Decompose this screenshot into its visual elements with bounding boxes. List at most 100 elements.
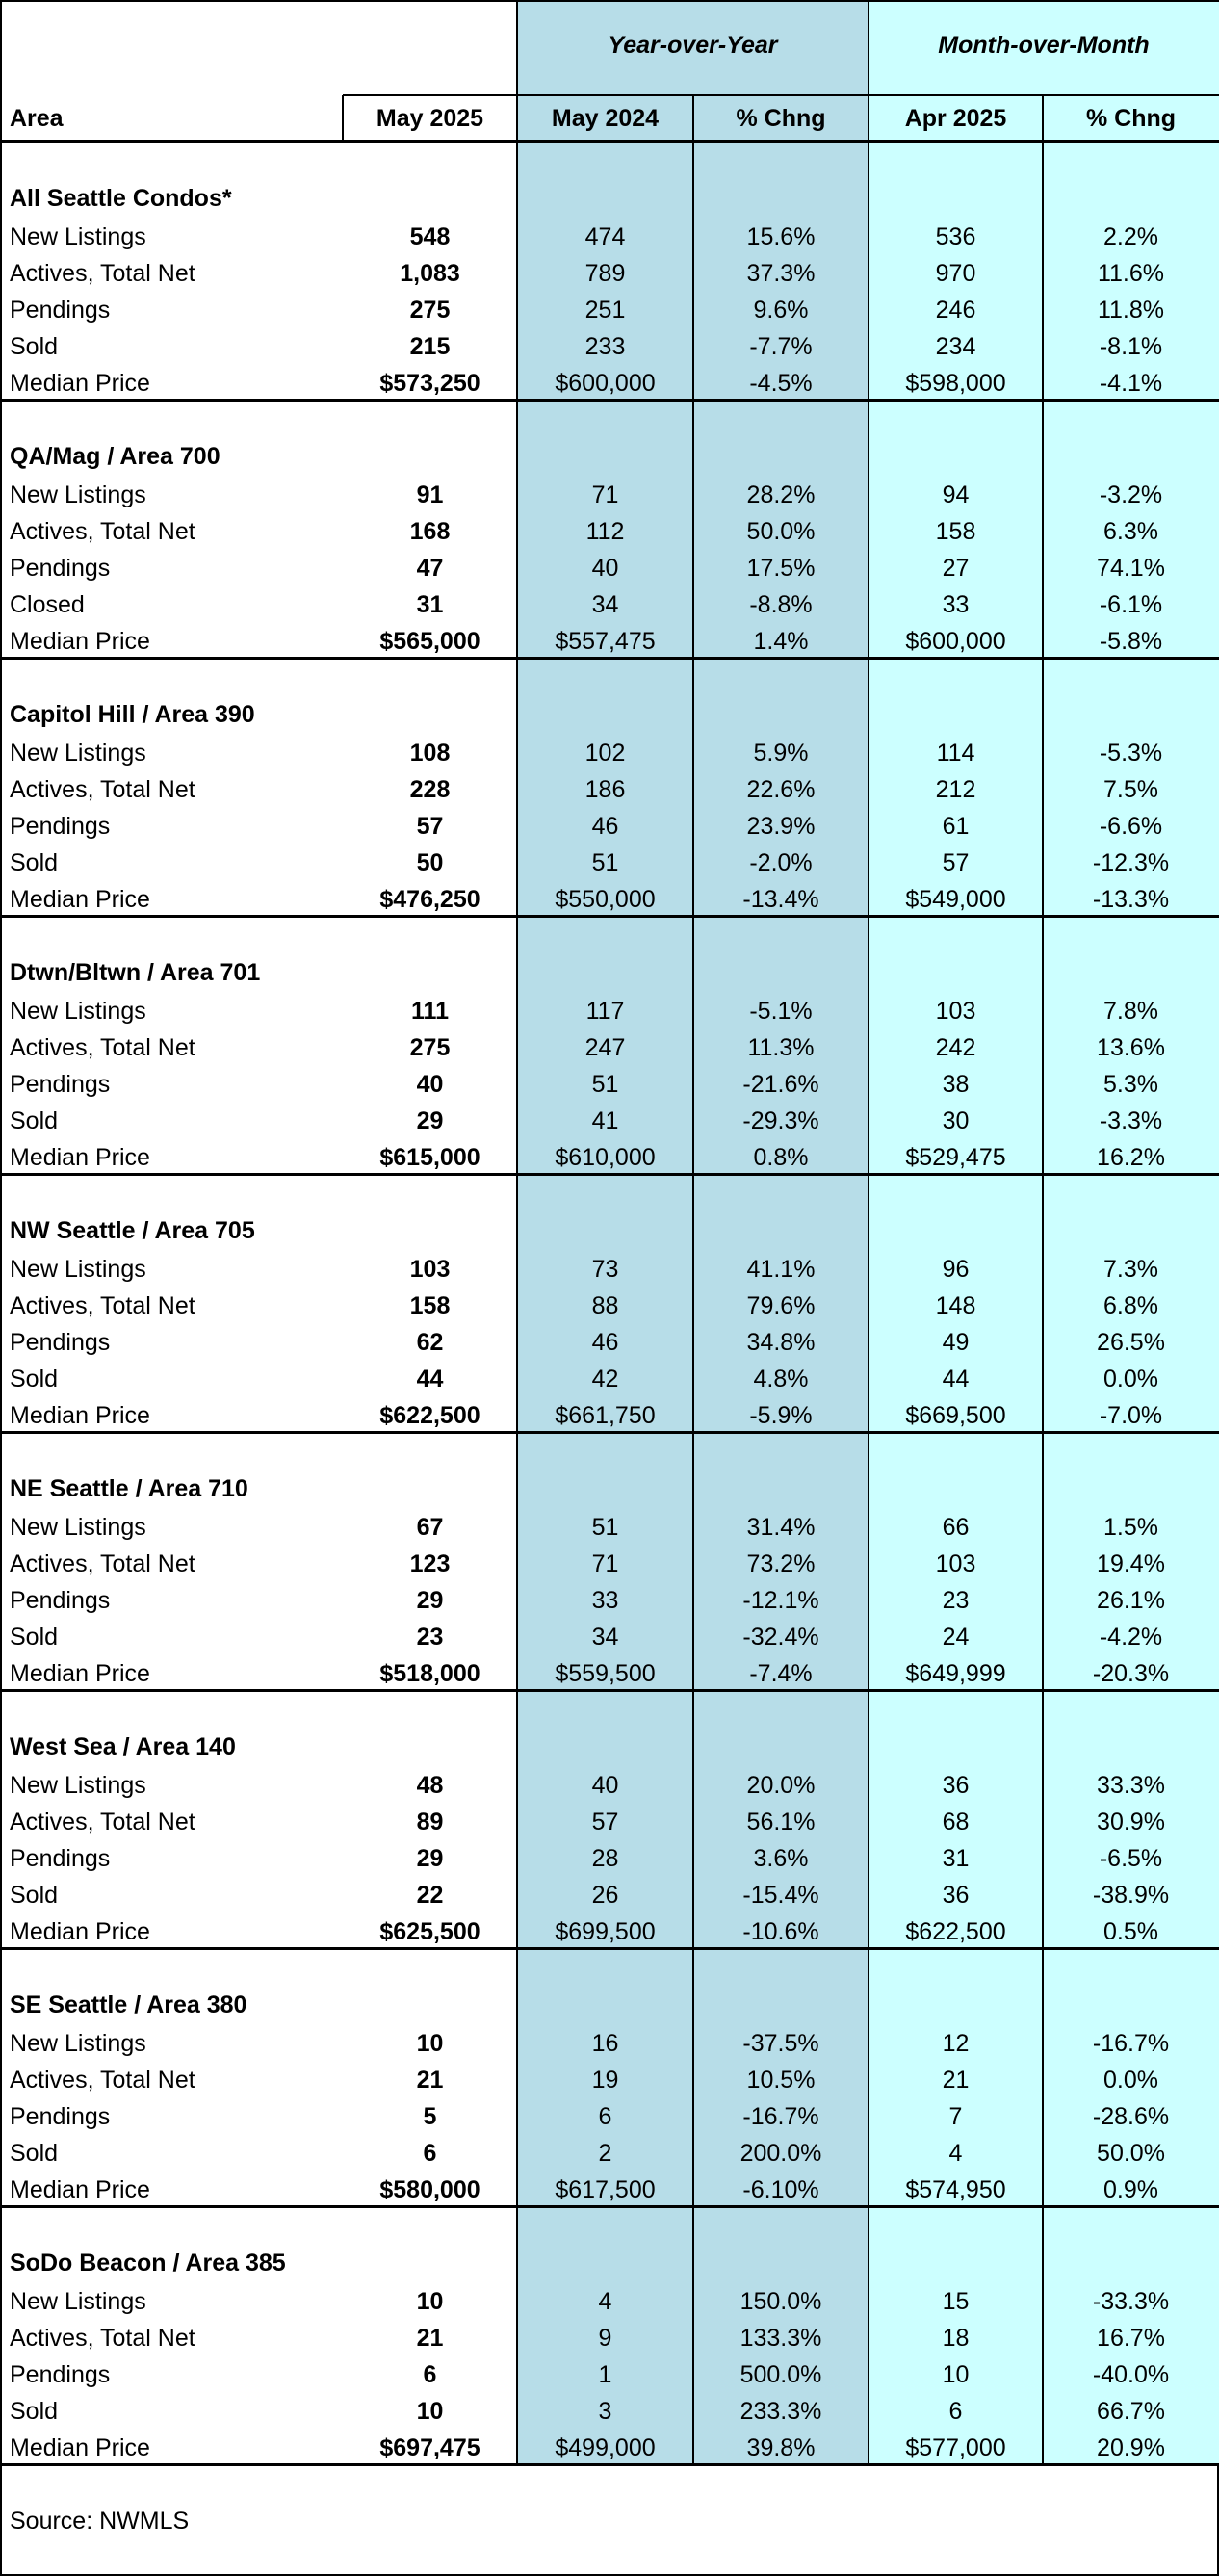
data-cell: 6.3% xyxy=(1103,518,1158,545)
column-header: Apr 2025 xyxy=(904,105,1007,132)
data-cell: 242 xyxy=(935,1034,976,1061)
data-cell: 789 xyxy=(584,260,626,287)
data-cell: 6 xyxy=(423,2140,437,2167)
data-cell: 31 xyxy=(416,591,444,618)
data-cell: 5 xyxy=(423,2103,437,2130)
data-cell: 30.9% xyxy=(1097,1808,1165,1835)
data-cell: 10 xyxy=(942,2361,970,2388)
row-label: Actives, Total Net xyxy=(10,2325,195,2352)
data-cell: 7.5% xyxy=(1103,776,1158,803)
data-cell: 3.6% xyxy=(753,1845,809,1872)
data-cell: 22.6% xyxy=(746,776,816,803)
data-cell: 50.0% xyxy=(746,518,816,545)
data-cell: 51 xyxy=(591,1514,619,1541)
data-cell: $574,950 xyxy=(905,2176,1006,2203)
row-label: Actives, Total Net xyxy=(10,2067,195,2094)
data-cell: 21 xyxy=(942,2067,970,2094)
data-cell: $649,999 xyxy=(905,1660,1006,1687)
data-cell: 50.0% xyxy=(1097,2140,1165,2167)
row-label: Pendings xyxy=(10,297,111,324)
data-cell: 31.4% xyxy=(746,1514,816,1541)
data-cell: 23 xyxy=(416,1624,444,1651)
data-cell: -37.5% xyxy=(742,2030,819,2057)
data-cell: $617,500 xyxy=(555,2176,656,2203)
row-label: Pendings xyxy=(10,2103,111,2130)
data-cell: 2.2% xyxy=(1103,223,1158,250)
data-cell: 49 xyxy=(942,1329,970,1356)
row-label: Sold xyxy=(10,2140,59,2167)
row-label: New Listings xyxy=(10,481,146,508)
data-cell: 73 xyxy=(591,1256,619,1283)
data-cell: 68 xyxy=(942,1808,970,1835)
group-header: Year-over-Year xyxy=(608,32,778,59)
data-cell: 46 xyxy=(591,813,619,840)
section-rule xyxy=(2,2205,1219,2208)
data-cell: -6.10% xyxy=(742,2176,819,2203)
data-cell: $518,000 xyxy=(379,1660,480,1687)
data-cell: 148 xyxy=(935,1292,976,1319)
data-cell: 548 xyxy=(409,223,451,250)
data-cell: -12.1% xyxy=(742,1587,819,1614)
data-cell: -16.7% xyxy=(742,2103,819,2130)
data-cell: $622,500 xyxy=(379,1402,480,1429)
source-note: Source: NWMLS xyxy=(10,2508,190,2535)
section-rule xyxy=(2,657,1219,660)
col-rule xyxy=(1042,95,1044,2464)
data-cell: 275 xyxy=(409,297,451,324)
data-cell: $557,475 xyxy=(555,628,656,655)
data-cell: -21.6% xyxy=(742,1071,819,1098)
data-cell: 29 xyxy=(416,1845,444,1872)
data-cell: 16.2% xyxy=(1097,1144,1165,1171)
data-cell: 7.3% xyxy=(1103,1256,1158,1283)
data-cell: 6 xyxy=(598,2103,612,2130)
row-label: Sold xyxy=(10,2398,59,2425)
data-cell: 111 xyxy=(411,998,449,1025)
row-rule xyxy=(343,94,1219,96)
data-cell: 13.6% xyxy=(1097,1034,1165,1061)
row-label: Median Price xyxy=(10,886,150,913)
data-cell: 158 xyxy=(409,1292,451,1319)
data-cell: 31 xyxy=(942,1845,970,1872)
data-cell: 57 xyxy=(591,1808,619,1835)
data-cell: 88 xyxy=(591,1292,619,1319)
row-label: Sold xyxy=(10,1366,59,1392)
data-cell: 39.8% xyxy=(746,2434,816,2461)
data-cell: 117 xyxy=(585,998,625,1025)
data-cell: 51 xyxy=(591,1071,619,1098)
data-cell: $661,750 xyxy=(555,1402,656,1429)
data-cell: -38.9% xyxy=(1092,1882,1170,1909)
data-cell: 186 xyxy=(584,776,626,803)
data-cell: -20.3% xyxy=(1092,1660,1170,1687)
data-cell: $565,000 xyxy=(379,628,480,655)
data-cell: 40 xyxy=(416,1071,444,1098)
row-label: Actives, Total Net xyxy=(10,518,195,545)
data-cell: 79.6% xyxy=(746,1292,816,1319)
row-label: Pendings xyxy=(10,555,111,582)
row-label: New Listings xyxy=(10,998,146,1025)
data-cell: 5.3% xyxy=(1103,1071,1158,1098)
row-label: Sold xyxy=(10,1882,59,1909)
data-cell: 0.9% xyxy=(1103,2176,1158,2203)
section-rule xyxy=(2,1431,1219,1434)
data-cell: 1 xyxy=(598,2361,612,2388)
section-title: West Sea / Area 140 xyxy=(10,1733,236,1760)
data-cell: 970 xyxy=(935,260,976,287)
data-cell: 96 xyxy=(942,1256,970,1283)
data-cell: -5.8% xyxy=(1099,628,1163,655)
data-cell: 16 xyxy=(591,2030,619,2057)
data-cell: 6.8% xyxy=(1103,1292,1158,1319)
row-label: New Listings xyxy=(10,2030,146,2057)
data-cell: 24 xyxy=(942,1624,970,1651)
data-cell: 19.4% xyxy=(1097,1550,1165,1577)
row-label: Median Price xyxy=(10,2434,150,2461)
data-cell: 40 xyxy=(591,555,619,582)
data-cell: 18 xyxy=(942,2325,970,2352)
data-cell: 102 xyxy=(584,740,626,767)
data-cell: 40 xyxy=(591,1772,619,1799)
data-cell: 200.0% xyxy=(739,2140,822,2167)
data-cell: $622,500 xyxy=(905,1918,1006,1945)
data-cell: 57 xyxy=(416,813,444,840)
row-label: Sold xyxy=(10,333,59,360)
data-cell: 15 xyxy=(942,2288,970,2315)
row-label: Actives, Total Net xyxy=(10,776,195,803)
